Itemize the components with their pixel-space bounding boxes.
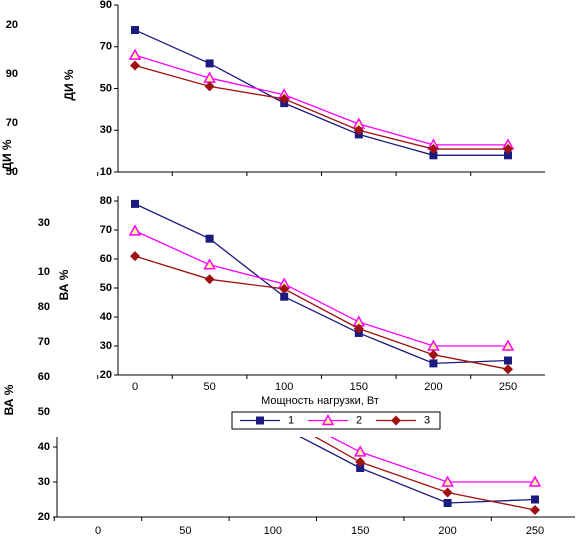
y-tick-label: 20 [6,19,18,31]
y-tick-label: 50 [6,166,18,178]
x-tick-label: 50 [203,381,215,393]
y-tick-label: 20 [38,511,50,523]
y-tick-label: 90 [6,68,18,80]
x-axis-label: Мощность нагрузки, Вт [261,395,379,407]
y-tick-label: 40 [38,441,50,453]
marker [503,364,513,375]
x-tick-label: 0 [95,525,101,537]
y-tick-label: 50 [38,406,50,418]
y-tick-label: 70 [6,117,18,129]
legend-label: 2 [356,414,362,426]
marker [180,379,190,388]
series-line [134,203,509,365]
marker [279,93,290,104]
marker [204,81,215,92]
marker [279,283,290,294]
y-tick-label: 70 [100,224,112,236]
y-tick-label: 10 [38,266,50,278]
y-axis-label: ДИ % [0,139,14,171]
marker [428,349,439,360]
marker [130,60,140,71]
marker [131,199,139,208]
marker [428,144,439,155]
y-tick-label: 70 [100,41,112,53]
y-axis-label: ВА % [57,269,71,300]
x-tick-label: 150 [350,381,368,393]
series-line [329,437,535,483]
plot [128,26,515,160]
marker [355,457,366,468]
y-tick-label: 40 [100,311,112,323]
x-tick-label: 150 [351,525,369,537]
y-axis-label: ДИ % [62,69,76,101]
y-tick-label: 60 [100,253,112,265]
x-tick-label: 250 [526,525,544,537]
marker [504,151,512,160]
x-tick-label: 0 [132,381,138,393]
y-tick-label: 50 [100,282,112,294]
marker [442,487,453,498]
series-line [299,437,536,504]
y-tick-label: 30 [100,124,112,136]
y-tick-label: 90 [100,0,112,11]
legend-marker [391,415,401,426]
y-tick-label: 10 [100,166,112,178]
series-line [134,54,508,146]
marker [205,59,214,68]
marker [128,48,142,60]
marker [353,323,364,334]
marker [501,339,515,351]
series-line [134,255,509,370]
y-tick-label: 80 [38,301,50,313]
plot [128,199,515,375]
legend-label: 1 [288,414,294,426]
x-tick-label: 200 [438,525,456,537]
legend-marker [321,413,335,426]
marker [180,397,190,407]
x-tick-label: 250 [499,381,517,393]
y-tick-label: 30 [38,476,50,488]
marker [504,356,512,365]
marker [130,251,140,262]
legend-label: 3 [424,414,430,426]
marker [353,125,364,136]
marker [280,292,289,301]
marker [181,349,189,357]
y-tick-label: 30 [38,217,50,229]
marker [443,499,452,507]
marker [429,151,438,160]
marker [503,144,513,155]
marker [531,495,539,504]
marker [204,274,215,285]
marker [429,359,438,368]
marker [530,505,540,515]
marker [205,234,214,243]
plot [180,349,542,515]
y-tick-label: 70 [38,336,50,348]
marker [356,464,365,472]
y-tick-label: 30 [100,340,112,352]
x-tick-label: 50 [179,525,191,537]
y-axis-label: ВА % [2,384,16,415]
x-tick-label: 100 [275,381,293,393]
legend-marker [256,416,264,425]
y-tick-label: 60 [38,371,50,383]
marker [131,26,139,35]
series-line [134,230,508,347]
x-tick-label: 200 [424,381,442,393]
y-tick-label: 50 [100,82,112,94]
y-tick-label: 80 [100,195,112,207]
x-tick-label: 100 [264,525,282,537]
marker [528,475,542,487]
y-tick-label: 20 [100,369,112,381]
series-line [134,64,508,150]
series-line [134,29,508,156]
series-line [314,437,536,511]
marker [203,258,216,270]
marker [441,475,454,487]
marker [128,224,142,236]
marker [353,445,367,457]
